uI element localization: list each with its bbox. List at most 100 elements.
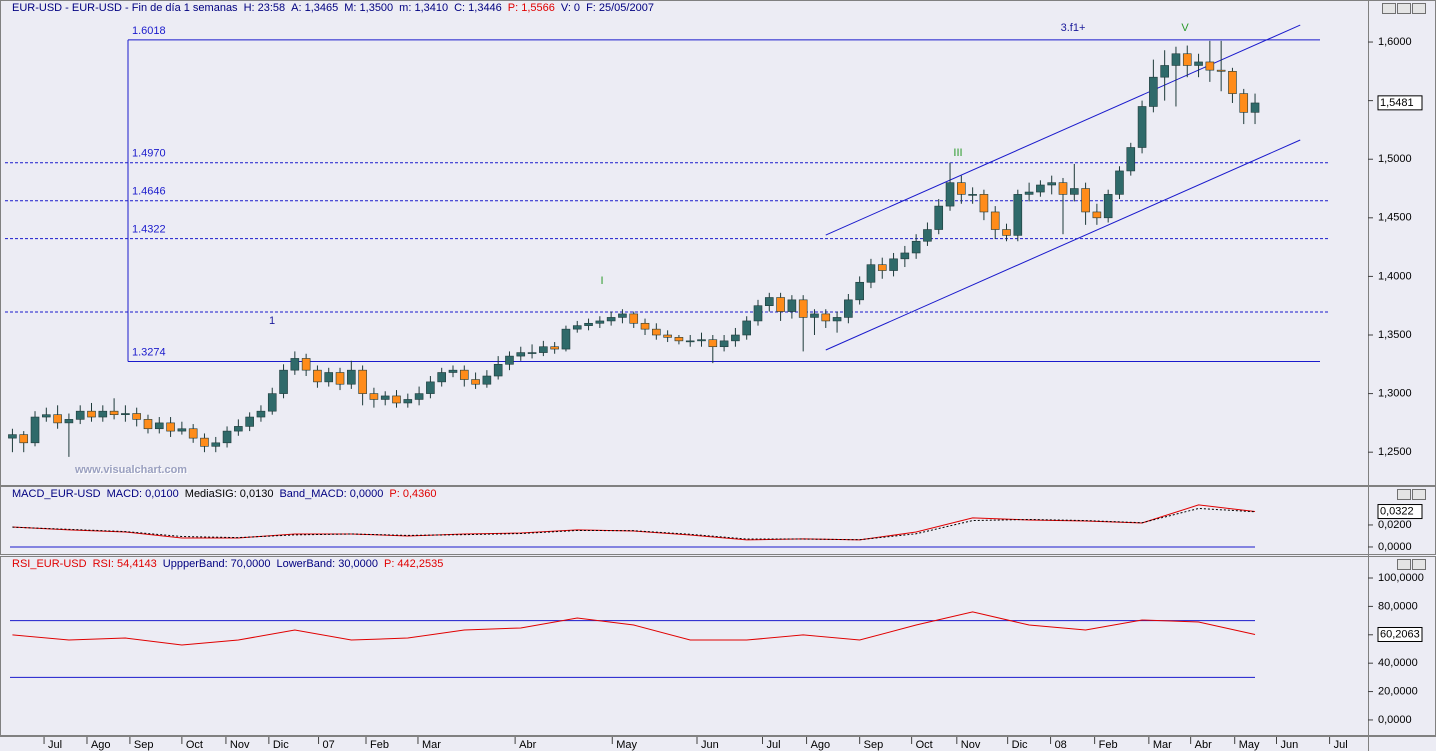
candle-body — [1149, 76, 1158, 107]
trendline — [825, 139, 1301, 351]
candle-body — [708, 339, 718, 348]
candle-body — [1171, 53, 1181, 66]
x-tick-label: Jun — [701, 739, 719, 751]
header-item: EUR-USD - EUR-USD - Fin de día 1 semanas — [12, 2, 238, 14]
candle-body — [234, 426, 243, 432]
maximize-button[interactable] — [1397, 559, 1411, 570]
candle-body — [222, 430, 232, 444]
candle-body — [1250, 102, 1260, 113]
candle-body — [1126, 147, 1136, 172]
candle-body — [697, 339, 706, 342]
candle-body — [403, 399, 413, 404]
panel-header: EUR-USD - EUR-USD - Fin de día 1 semanas… — [12, 2, 654, 14]
header-item: m: 1,3410 — [399, 2, 448, 14]
candle-body — [1058, 182, 1068, 195]
candle-body — [968, 194, 977, 196]
wave-label: 1 — [269, 315, 275, 327]
x-tick-label: Jul — [1334, 739, 1348, 751]
close-button[interactable] — [1412, 489, 1426, 500]
candle-body — [290, 358, 300, 371]
x-tick-label: Ago — [811, 739, 831, 751]
last-value-label: 60,2063 — [1380, 628, 1420, 640]
candle-body — [245, 416, 254, 427]
maximize-button[interactable] — [1397, 3, 1411, 14]
candle-body — [448, 369, 458, 373]
last-value-box — [1377, 504, 1423, 520]
candle-body — [1036, 184, 1045, 193]
candle-body — [1024, 191, 1034, 195]
candle-body — [188, 428, 198, 439]
header-item: P: 0,4360 — [389, 488, 436, 500]
candle-body — [1228, 71, 1237, 94]
close-button[interactable] — [1412, 3, 1426, 14]
y-tick-label: 20,0000 — [1378, 685, 1418, 697]
candle-body — [742, 320, 751, 336]
candle-body — [1205, 61, 1215, 71]
candle-body — [64, 419, 74, 424]
candle-body — [121, 413, 130, 415]
y-tick-label: 1,6000 — [1378, 36, 1412, 48]
candle-body — [855, 281, 864, 301]
header-item: P: 442,2535 — [384, 558, 443, 570]
candle-body — [426, 381, 435, 394]
candle-body — [1194, 61, 1203, 66]
candle-body — [1013, 194, 1023, 236]
x-tick-label: Sep — [864, 739, 884, 751]
window-buttons — [1382, 3, 1426, 570]
last-value-box — [1377, 626, 1423, 642]
candle-body — [584, 322, 593, 326]
candle-body — [324, 372, 334, 383]
x-tick-label: Mar — [422, 739, 441, 751]
candle-body — [1092, 211, 1102, 219]
level-label: 1.4322 — [132, 224, 166, 236]
candle-body — [866, 264, 876, 283]
candle-body — [527, 352, 537, 354]
minimize-button[interactable] — [1382, 3, 1396, 14]
candle-body — [877, 264, 887, 271]
header-item: C: 1,3446 — [454, 2, 502, 14]
candle-body — [900, 252, 910, 260]
candle-body — [652, 328, 661, 336]
level-label: 1.4970 — [132, 148, 166, 160]
y-tick-label: 0,0000 — [1378, 541, 1412, 553]
candle-body — [923, 229, 932, 242]
panel-header: MACD_EUR-USD MACD: 0,0100 MediaSIG: 0,0130… — [12, 488, 437, 500]
candle-body — [392, 395, 401, 404]
candle-body — [945, 182, 955, 207]
x-tick-label: Dic — [273, 739, 289, 751]
candle-body — [471, 379, 480, 385]
candle-body — [618, 313, 627, 318]
candle-body — [30, 416, 40, 444]
candle-body — [1069, 188, 1079, 195]
candle-body — [990, 211, 1000, 230]
last-value-box — [1377, 95, 1423, 111]
level-label: 1.4646 — [132, 186, 166, 198]
x-tick-label: Abr — [519, 739, 536, 751]
y-tick-label: 0,0000 — [1378, 714, 1412, 726]
y-tick-label: 1,2500 — [1378, 446, 1412, 458]
candle-body — [810, 313, 819, 318]
y-tick-label: 100,0000 — [1378, 572, 1424, 584]
candle-body — [1137, 106, 1147, 148]
y-tick-label: 1,4000 — [1378, 270, 1412, 282]
x-tick-label: Nov — [961, 739, 981, 751]
y-tick-label: 1,3000 — [1378, 388, 1412, 400]
candle-body — [1081, 188, 1090, 213]
candle-body — [606, 317, 616, 322]
x-tick-label: Feb — [1099, 739, 1118, 751]
panel-header: RSI_EUR-USD RSI: 54,4143 UppperBand: 70,00… — [12, 558, 443, 570]
maximize-button[interactable] — [1397, 489, 1411, 500]
candle-body — [821, 313, 831, 322]
candle-body — [595, 320, 605, 324]
candle-body — [911, 240, 921, 254]
header-item: RSI_EUR-USD — [12, 558, 87, 570]
candle-body — [154, 422, 164, 430]
candle-body — [731, 334, 740, 342]
y-tick-label: 1,5000 — [1378, 153, 1412, 165]
candle-body — [572, 325, 582, 330]
x-tick-label: Abr — [1195, 739, 1212, 751]
close-button[interactable] — [1412, 559, 1426, 570]
candle-body — [347, 369, 356, 385]
